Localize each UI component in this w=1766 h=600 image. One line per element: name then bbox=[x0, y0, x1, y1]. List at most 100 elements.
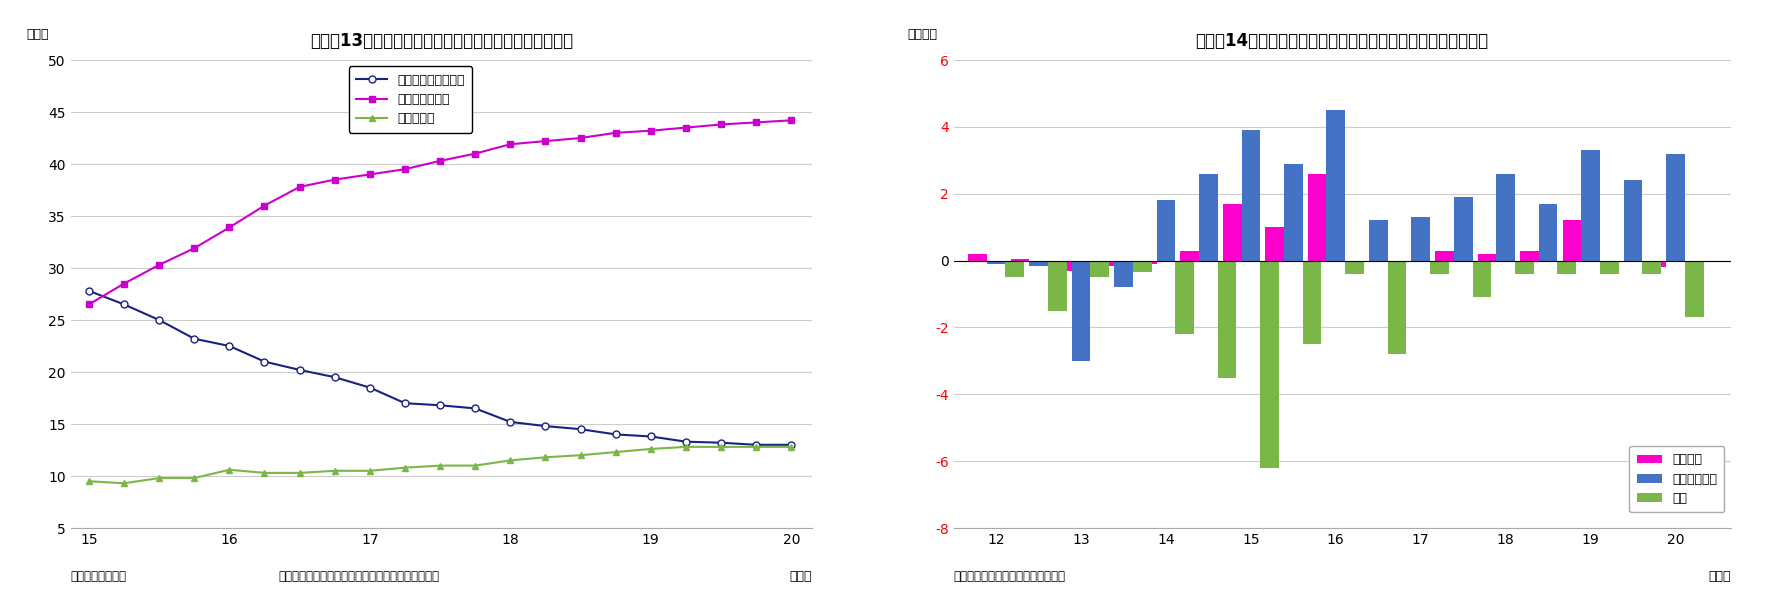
Text: （注）国債は、国庫短期証券と国債・財投債の合計: （注）国債は、国庫短期証券と国債・財投債の合計 bbox=[279, 570, 440, 583]
Bar bbox=[1264, 227, 1284, 260]
預金取扱機関シェア bbox=[290, 367, 311, 374]
Bar bbox=[1095, 260, 1114, 266]
日本銀行シェア bbox=[148, 261, 170, 268]
日本銀行シェア bbox=[358, 171, 380, 178]
海外シェア bbox=[113, 479, 134, 487]
海外シェア bbox=[78, 478, 99, 485]
日本銀行シェア bbox=[78, 301, 99, 308]
Bar bbox=[1005, 260, 1024, 277]
Title: （図表14）公的年金の株・対外証券・国債投資（資金フロー）: （図表14）公的年金の株・対外証券・国債投資（資金フロー） bbox=[1196, 32, 1489, 50]
Bar bbox=[1563, 220, 1581, 260]
Bar bbox=[1453, 197, 1473, 260]
Bar bbox=[1600, 260, 1619, 274]
日本銀行シェア bbox=[710, 121, 731, 128]
海外シェア bbox=[606, 448, 627, 455]
預金取扱機関シェア bbox=[429, 401, 450, 409]
海外シェア bbox=[358, 467, 380, 475]
Bar bbox=[1309, 173, 1326, 260]
Bar bbox=[1222, 204, 1241, 260]
Bar bbox=[1642, 260, 1662, 274]
Bar bbox=[1030, 260, 1047, 266]
Bar bbox=[1538, 204, 1558, 260]
日本銀行シェア bbox=[500, 140, 521, 148]
Bar bbox=[1132, 260, 1151, 272]
日本銀行シェア bbox=[290, 183, 311, 190]
Bar bbox=[1180, 251, 1199, 260]
Bar bbox=[1473, 260, 1491, 298]
預金取扱機関シェア bbox=[535, 422, 556, 430]
海外シェア bbox=[394, 464, 415, 471]
海外シェア bbox=[464, 462, 486, 469]
Bar bbox=[1496, 173, 1515, 260]
Bar bbox=[1346, 260, 1363, 274]
Bar bbox=[1326, 110, 1346, 260]
海外シェア bbox=[148, 475, 170, 482]
預金取扱機関シェア bbox=[254, 358, 275, 365]
海外シェア bbox=[675, 443, 696, 451]
預金取扱機関シェア bbox=[464, 405, 486, 412]
Bar bbox=[1219, 260, 1236, 377]
日本銀行シェア bbox=[745, 119, 766, 126]
Bar bbox=[1436, 251, 1453, 260]
預金取扱機関シェア bbox=[358, 384, 380, 391]
Text: （資料）日本銀行「資金循環統計」: （資料）日本銀行「資金循環統計」 bbox=[954, 570, 1065, 583]
日本銀行シェア bbox=[641, 127, 662, 134]
海外シェア bbox=[184, 475, 205, 482]
海外シェア bbox=[290, 469, 311, 476]
Bar bbox=[1010, 259, 1030, 260]
海外シェア bbox=[570, 452, 592, 459]
日本銀行シェア bbox=[394, 166, 415, 173]
Bar bbox=[1665, 154, 1685, 260]
海外シェア bbox=[254, 469, 275, 476]
Bar bbox=[1581, 150, 1600, 260]
預金取扱機関シェア bbox=[148, 316, 170, 323]
Bar bbox=[1369, 220, 1388, 260]
Text: （％）: （％） bbox=[26, 28, 49, 41]
Bar bbox=[1388, 260, 1406, 354]
Bar bbox=[1623, 181, 1642, 260]
海外シェア bbox=[535, 454, 556, 461]
日本銀行シェア bbox=[219, 224, 240, 231]
Bar bbox=[1303, 260, 1321, 344]
海外シェア bbox=[500, 457, 521, 464]
預金取扱機関シェア bbox=[710, 439, 731, 446]
Bar bbox=[1047, 260, 1067, 311]
Bar bbox=[1090, 260, 1109, 277]
Legend: 上場株式, 対外証券投資, 国債: 上場株式, 対外証券投資, 国債 bbox=[1630, 446, 1724, 512]
Bar bbox=[987, 260, 1005, 264]
日本銀行シェア bbox=[606, 129, 627, 136]
Bar bbox=[1515, 260, 1533, 274]
預金取扱機関シェア bbox=[113, 301, 134, 308]
日本銀行シェア bbox=[464, 150, 486, 157]
海外シェア bbox=[429, 462, 450, 469]
Legend: 預金取扱機関シェア, 日本銀行シェア, 海外シェア: 預金取扱機関シェア, 日本銀行シェア, 海外シェア bbox=[348, 66, 472, 133]
日本銀行シェア bbox=[781, 117, 802, 124]
Bar bbox=[1114, 260, 1132, 287]
Text: （資料）日本銀行: （資料）日本銀行 bbox=[71, 570, 127, 583]
Bar bbox=[1558, 260, 1575, 274]
日本銀行シェア bbox=[535, 137, 556, 145]
Title: （図表13）預金取扱機関と日銀、海外の国債保有シェア: （図表13）預金取扱機関と日銀、海外の国債保有シェア bbox=[311, 32, 572, 50]
Bar bbox=[1521, 251, 1538, 260]
Bar bbox=[1685, 260, 1704, 317]
Bar bbox=[1261, 260, 1279, 468]
Bar bbox=[968, 254, 987, 260]
Bar bbox=[1072, 260, 1090, 361]
Bar bbox=[1053, 260, 1072, 271]
海外シェア bbox=[781, 443, 802, 451]
海外シェア bbox=[745, 443, 766, 451]
預金取扱機関シェア bbox=[675, 438, 696, 445]
Line: 預金取扱機関シェア: 預金取扱機関シェア bbox=[85, 287, 795, 448]
預金取扱機関シェア bbox=[184, 335, 205, 343]
Bar bbox=[1411, 217, 1430, 260]
Bar bbox=[1478, 254, 1496, 260]
海外シェア bbox=[219, 466, 240, 473]
Bar bbox=[1284, 164, 1303, 260]
預金取扱機関シェア bbox=[78, 287, 99, 295]
Bar bbox=[1137, 260, 1157, 264]
Bar bbox=[1176, 260, 1194, 334]
預金取扱機関シェア bbox=[394, 400, 415, 407]
日本銀行シェア bbox=[675, 124, 696, 131]
Text: （年）: （年） bbox=[1708, 570, 1731, 583]
預金取扱機関シェア bbox=[500, 418, 521, 425]
